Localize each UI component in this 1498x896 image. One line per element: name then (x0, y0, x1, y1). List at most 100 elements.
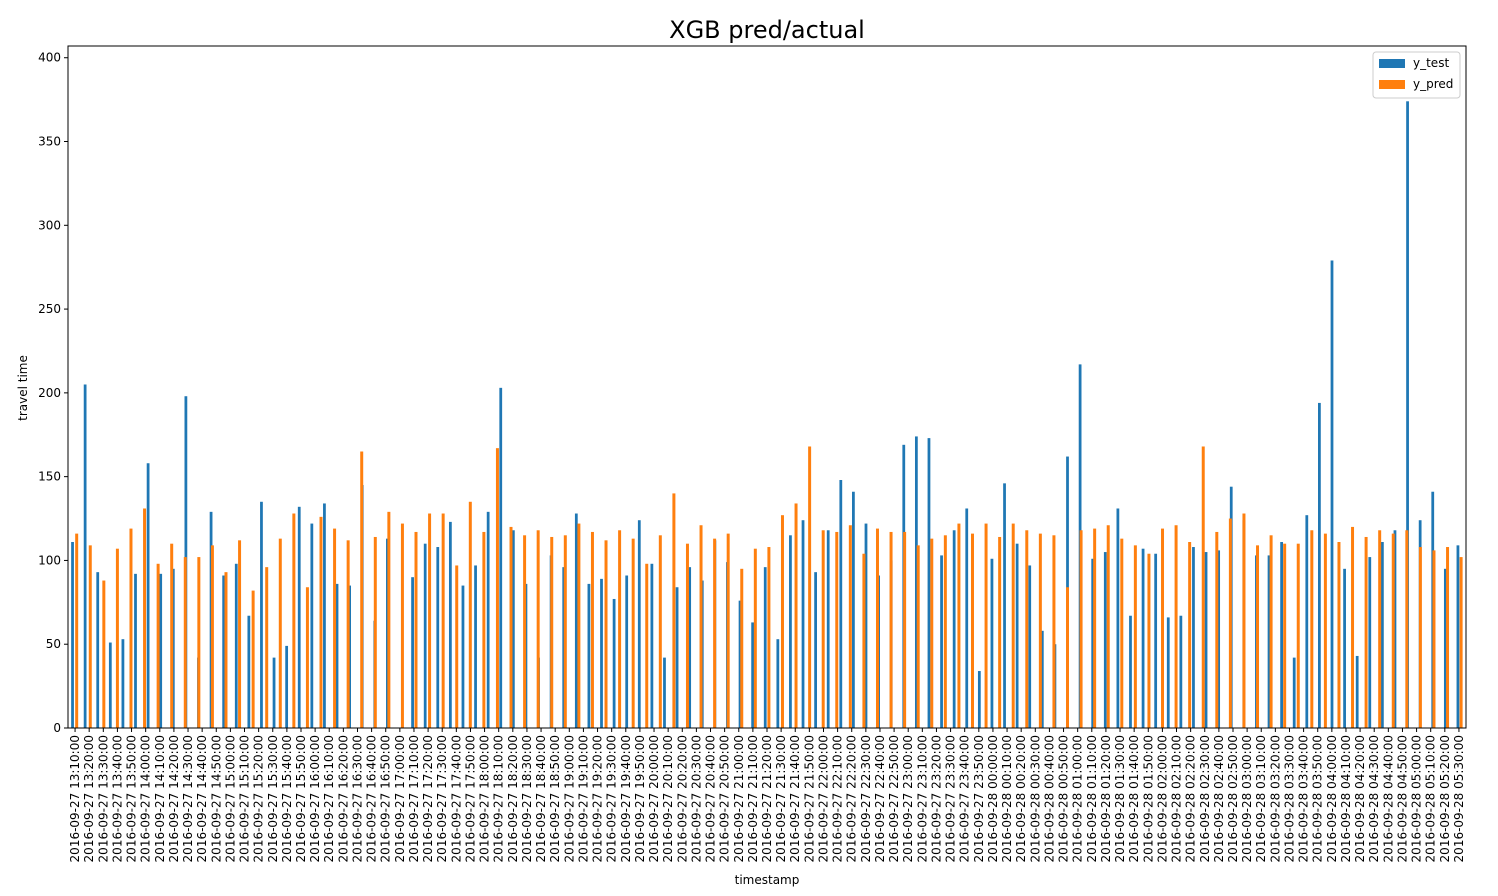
bar-y-pred (618, 530, 622, 728)
bar-y-test (247, 615, 251, 728)
bar-y-test (977, 671, 981, 728)
legend: y_test y_pred (1372, 51, 1461, 99)
bar-y-test (1393, 530, 1397, 728)
bar-y-pred (360, 451, 364, 728)
bar-y-test (637, 520, 641, 728)
x-tick-label: 2016-09-27 17:20:00 (421, 735, 435, 862)
x-tick-label: 2016-09-27 15:40:00 (280, 735, 294, 862)
bar-y-test (83, 384, 87, 728)
x-tick-label: 2016-09-27 22:10:00 (831, 735, 845, 862)
bar-y-pred (292, 513, 296, 728)
x-tick-label: 2016-09-27 18:00:00 (478, 735, 492, 862)
legend-swatch-y-test (1379, 59, 1405, 68)
x-tick-label: 2016-09-27 18:10:00 (492, 735, 506, 862)
x-tick-label: 2016-09-27 16:50:00 (379, 735, 393, 862)
x-tick-label: 2016-09-27 16:00:00 (308, 735, 322, 862)
legend-swatch-y-pred (1379, 80, 1405, 89)
bar-y-test (1406, 101, 1409, 729)
x-axis: 2016-09-27 13:10:00 2016-09-27 13:20:00 20… (68, 728, 1466, 862)
bar-y-pred (645, 563, 649, 728)
bar-y-test (448, 521, 452, 728)
bar-y-test (914, 436, 918, 728)
x-tick-label: 2016-09-28 05:30:00 (1452, 735, 1466, 862)
x-tick-label: 2016-09-27 14:20:00 (167, 735, 181, 862)
bar-y-test (1380, 542, 1384, 728)
bar-y-test (587, 583, 591, 728)
bar-y-pred (346, 540, 350, 728)
y-tick-label: 400 (38, 51, 61, 65)
bar-y-pred (428, 513, 432, 728)
bar-y-test (763, 567, 767, 728)
bar-y-test (1456, 545, 1460, 728)
bar-y-pred (1066, 587, 1069, 728)
bar-y-pred (523, 535, 527, 728)
bar-y-pred (577, 523, 581, 728)
bar-y-pred (265, 567, 269, 728)
bar-y-test (511, 530, 515, 728)
x-tick-label: 2016-09-28 02:00:00 (1155, 735, 1169, 862)
y-tick-label: 50 (46, 637, 61, 651)
x-tick-label: 2016-09-27 18:20:00 (506, 735, 520, 862)
bar-y-pred (1269, 535, 1273, 728)
bar-y-pred (1106, 525, 1110, 728)
bar-y-test (1443, 568, 1447, 728)
x-tick-label: 2016-09-28 04:10:00 (1339, 735, 1353, 862)
x-tick-label: 2016-09-27 22:50:00 (887, 735, 901, 862)
y-tick-label: 350 (38, 135, 61, 149)
bar-y-test (940, 555, 943, 728)
bar-y-pred (835, 531, 839, 728)
bar-y-test (108, 642, 112, 728)
legend-label-y-pred: y_pred (1413, 77, 1453, 91)
bar-y-pred (685, 543, 689, 728)
bar-y-pred (1378, 530, 1382, 728)
x-tick-label: 2016-09-27 19:10:00 (576, 735, 590, 862)
bar-y-pred (1147, 553, 1151, 728)
bar-y-pred (224, 572, 228, 728)
bar-y-pred (115, 548, 119, 728)
x-tick-label: 2016-09-27 23:20:00 (929, 735, 943, 862)
x-tick-label: 2016-09-28 04:00:00 (1325, 735, 1339, 862)
x-tick-label: 2016-09-28 02:10:00 (1170, 735, 1184, 862)
bar-y-pred (808, 446, 812, 728)
x-tick-label: 2016-09-28 02:50:00 (1226, 735, 1240, 862)
bar-y-test (814, 572, 817, 728)
x-tick-label: 2016-09-27 21:20:00 (760, 735, 774, 862)
bar-y-pred (1025, 530, 1029, 728)
bar-y-test (297, 506, 301, 728)
bar-y-pred (1052, 535, 1056, 728)
bar-y-pred (482, 531, 486, 728)
bar-y-pred (1256, 545, 1260, 728)
bar-y-pred (794, 503, 798, 728)
bar-y-test (574, 513, 578, 728)
x-tick-label: 2016-09-28 05:10:00 (1424, 735, 1438, 862)
bar-y-test (310, 523, 314, 728)
bar-y-test (411, 577, 414, 728)
x-tick-label: 2016-09-28 02:30:00 (1198, 735, 1212, 862)
bar-y-test (1116, 508, 1120, 728)
bar-y-pred (848, 525, 852, 728)
x-tick-label: 2016-09-27 19:00:00 (562, 735, 576, 862)
bar-y-pred (373, 536, 377, 728)
bar-y-pred (251, 590, 255, 728)
bar-y-pred (333, 528, 337, 728)
bar-y-pred (971, 533, 974, 728)
bar-y-pred (414, 531, 418, 728)
bar-y-test (789, 535, 792, 728)
x-tick-label: 2016-09-28 03:30:00 (1282, 735, 1296, 862)
bar-y-test (675, 587, 679, 728)
x-tick-label: 2016-09-27 14:30:00 (181, 735, 195, 862)
bar-y-pred (590, 531, 594, 728)
x-tick-label: 2016-09-28 02:20:00 (1184, 735, 1198, 862)
bar-y-test (738, 600, 742, 728)
bar-y-pred (957, 523, 961, 728)
x-tick-label: 2016-09-27 17:30:00 (435, 735, 449, 862)
bar-y-pred (1011, 523, 1015, 728)
bar-y-pred (102, 580, 106, 728)
bar-y-test (1179, 615, 1183, 728)
bar-y-test (1091, 558, 1095, 728)
y-tick-label: 0 (53, 721, 61, 735)
bar-y-test (499, 387, 503, 728)
bar-y-test (600, 578, 603, 728)
chart-title: XGB pred/actual (669, 16, 865, 44)
